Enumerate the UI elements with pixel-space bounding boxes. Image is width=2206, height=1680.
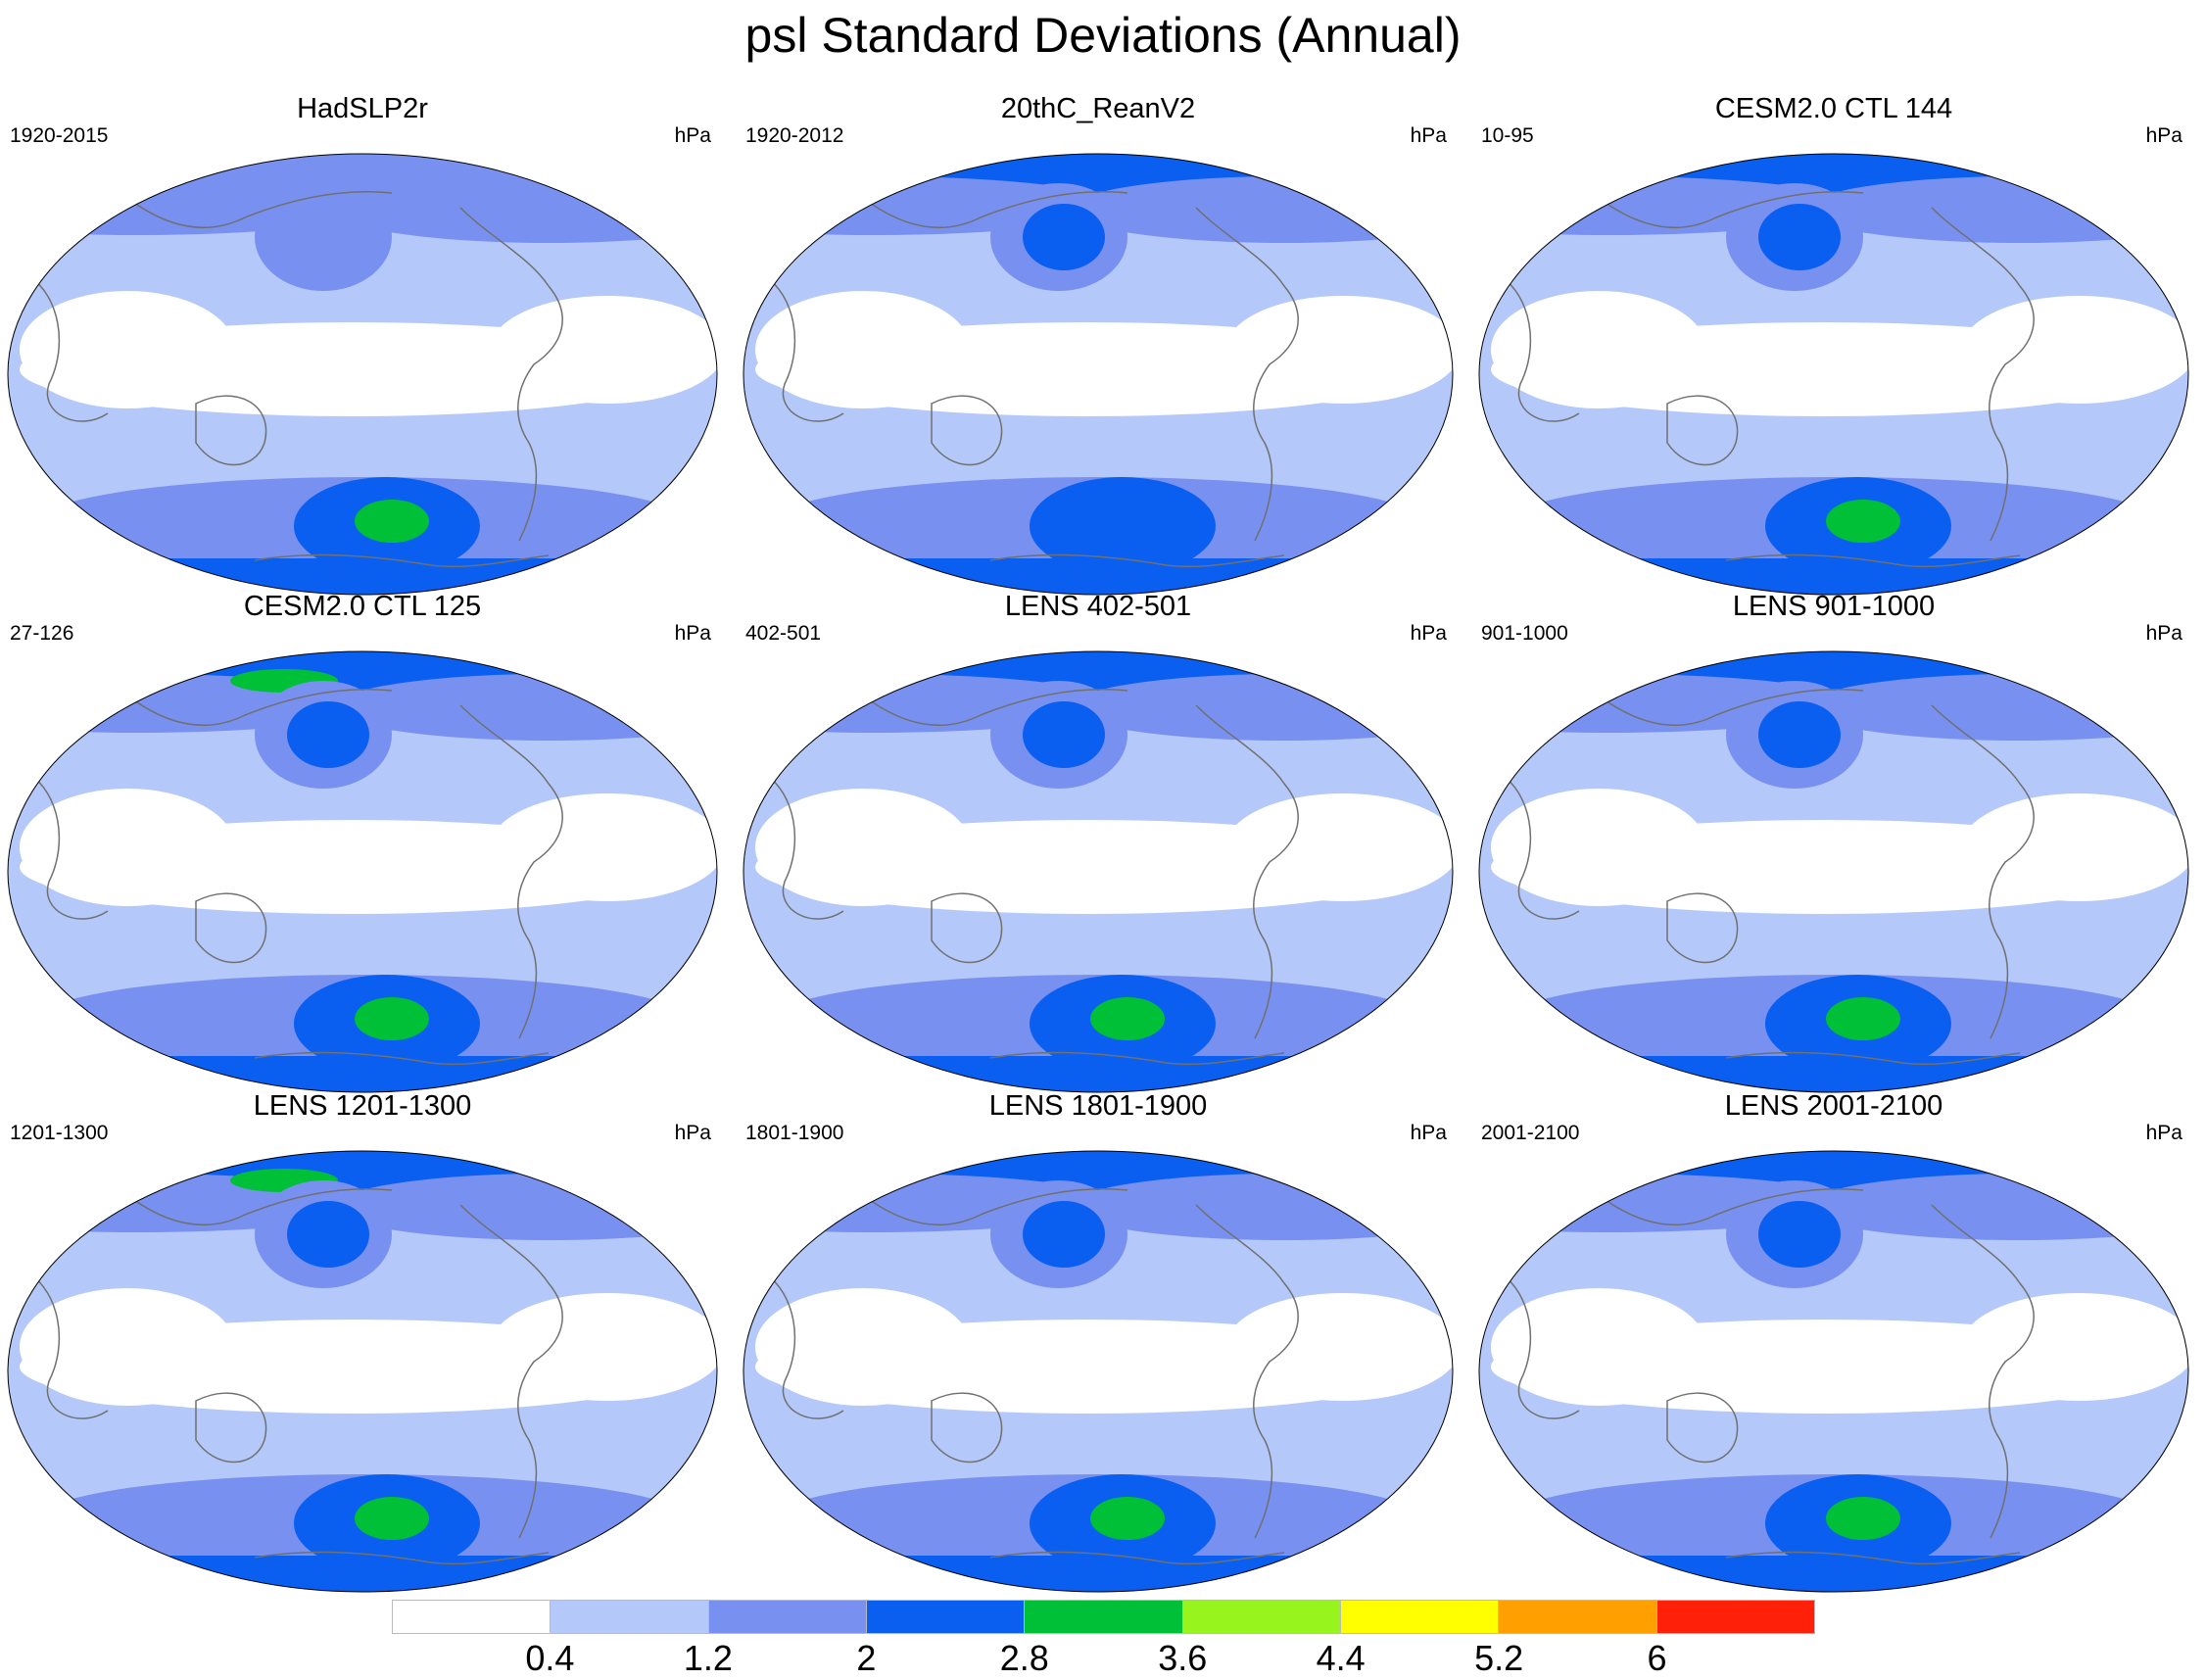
panel-title: 20thC_ReanV2: [1000, 93, 1196, 124]
colorbar-segment: [551, 1600, 709, 1634]
map-panel: CESM2.0 CTL 125 27-126 hPa: [0, 588, 725, 1093]
map-projection: [1478, 1150, 2189, 1593]
colorbar-label: 2.8: [999, 1638, 1049, 1678]
colorbar-segment: [392, 1600, 552, 1634]
panel-title: LENS 2001-2100: [1724, 1090, 1943, 1122]
panel-title: LENS 402-501: [1004, 591, 1192, 622]
panel-units: hPa: [674, 124, 711, 147]
panel-units: hPa: [2145, 1122, 2182, 1144]
colorbar-segment: [708, 1600, 867, 1634]
panel-units: hPa: [674, 622, 711, 645]
colorbar-segment: [1182, 1600, 1341, 1634]
colorbar-label: 2: [856, 1638, 877, 1678]
panel-title: LENS 901-1000: [1732, 591, 1936, 622]
panel-units: hPa: [1410, 622, 1447, 645]
panel-units: hPa: [1410, 1122, 1447, 1144]
map-panel: LENS 1201-1300 1201-1300 hPa: [0, 1087, 725, 1593]
panel-period: 2001-2100: [1481, 1122, 1580, 1144]
panel-period: 1920-2015: [10, 124, 109, 147]
colorbar-segment: [1499, 1600, 1657, 1634]
panel-units: hPa: [674, 1122, 711, 1144]
panel-title: LENS 1201-1300: [253, 1090, 472, 1122]
colorbar-label: 0.4: [525, 1638, 575, 1678]
map-projection: [743, 1150, 1454, 1593]
map-panel: 20thC_ReanV2 1920-2012 hPa: [736, 90, 1461, 596]
map-projection: [7, 153, 718, 596]
map-panel: LENS 402-501 402-501 hPa: [736, 588, 1461, 1093]
map-projection: [743, 650, 1454, 1093]
panel-period: 1801-1900: [745, 1122, 844, 1144]
figure-title: psl Standard Deviations (Annual): [744, 8, 1462, 63]
map-panel: HadSLP2r 1920-2015 hPa: [0, 90, 725, 596]
colorbar-label: 6: [1647, 1638, 1667, 1678]
panel-title: HadSLP2r: [297, 93, 428, 124]
colorbar-segment: [1025, 1600, 1183, 1634]
panel-units: hPa: [1410, 124, 1447, 147]
colorbar-segment: [1340, 1600, 1500, 1634]
map-projection: [1478, 153, 2189, 596]
colorbar: [392, 1600, 1815, 1634]
panel-period: 1920-2012: [745, 124, 844, 147]
colorbar-label: 1.2: [683, 1638, 733, 1678]
map-panel: LENS 901-1000 901-1000 hPa: [1471, 588, 2196, 1093]
map-projection: [7, 1150, 718, 1593]
panel-period: 901-1000: [1481, 622, 1568, 645]
colorbar-segment: [866, 1600, 1026, 1634]
map-panel: LENS 1801-1900 1801-1900 hPa: [736, 1087, 1461, 1593]
map-panel: CESM2.0 CTL 144 10-95 hPa: [1471, 90, 2196, 596]
panel-period: 10-95: [1481, 124, 1534, 147]
map-projection: [1478, 650, 2189, 1093]
panel-title: CESM2.0 CTL 125: [243, 591, 482, 622]
colorbar-label: 5.2: [1474, 1638, 1524, 1678]
colorbar-segment: [1656, 1600, 1815, 1634]
panel-title: LENS 1801-1900: [988, 1090, 1208, 1122]
colorbar-label: 3.6: [1158, 1638, 1208, 1678]
panel-period: 1201-1300: [10, 1122, 109, 1144]
panel-units: hPa: [2145, 124, 2182, 147]
map-panel: LENS 2001-2100 2001-2100 hPa: [1471, 1087, 2196, 1593]
panel-title: CESM2.0 CTL 144: [1714, 93, 1953, 124]
panel-period: 27-126: [10, 622, 74, 645]
panel-units: hPa: [2145, 622, 2182, 645]
panel-period: 402-501: [745, 622, 822, 645]
colorbar-label: 4.4: [1316, 1638, 1366, 1678]
map-projection: [7, 650, 718, 1093]
map-projection: [743, 153, 1454, 596]
